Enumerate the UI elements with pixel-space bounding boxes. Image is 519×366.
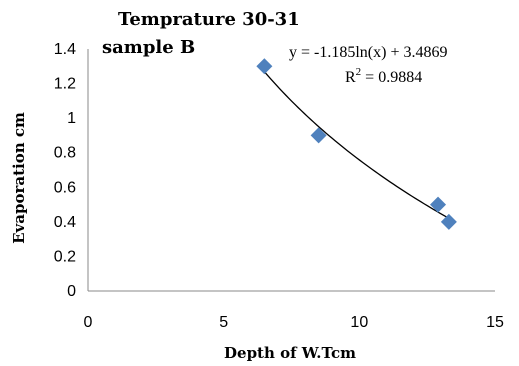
data-point xyxy=(310,127,327,144)
chart-title-line2: sample B xyxy=(102,37,195,58)
trendline-equation: y = -1.185ln(x) + 3.4869 xyxy=(289,44,447,61)
r2-superscript: 2 xyxy=(356,66,362,78)
x-tick-label: 0 xyxy=(84,314,93,331)
y-tick-label: 0 xyxy=(67,283,76,300)
data-points xyxy=(256,58,457,230)
y-tick-label: 1.2 xyxy=(54,76,76,93)
data-point xyxy=(256,58,273,75)
y-tick-label: 0.8 xyxy=(54,145,76,162)
y-tick-label: 0.6 xyxy=(54,179,76,196)
y-tick-label: 0.4 xyxy=(54,214,76,231)
data-point xyxy=(430,196,447,213)
chart-title-line1: Temprature 30-31 xyxy=(118,9,300,30)
x-tick-group: 0 5 10 15 xyxy=(84,314,504,331)
x-tick-label: 15 xyxy=(486,314,504,331)
y-tick-label: 1.4 xyxy=(54,41,76,58)
y-tick-label: 0.2 xyxy=(54,248,76,265)
y-tick-group: 0 0.2 0.4 0.6 0.8 1 1.2 1.4 xyxy=(54,41,76,300)
y-axis-label: Evaporation cm xyxy=(10,112,28,244)
trendline-r2: R2 = 0.9884 xyxy=(345,66,422,86)
trendline xyxy=(263,71,450,219)
x-tick-label: 10 xyxy=(350,314,368,331)
r2-value: = 0.9884 xyxy=(361,69,422,86)
x-tick-label: 5 xyxy=(219,314,228,331)
data-point xyxy=(440,213,457,230)
r2-prefix: R xyxy=(345,69,356,86)
x-axis-label: Depth of W.Tcm xyxy=(224,344,356,362)
y-tick-label: 1 xyxy=(67,110,76,127)
